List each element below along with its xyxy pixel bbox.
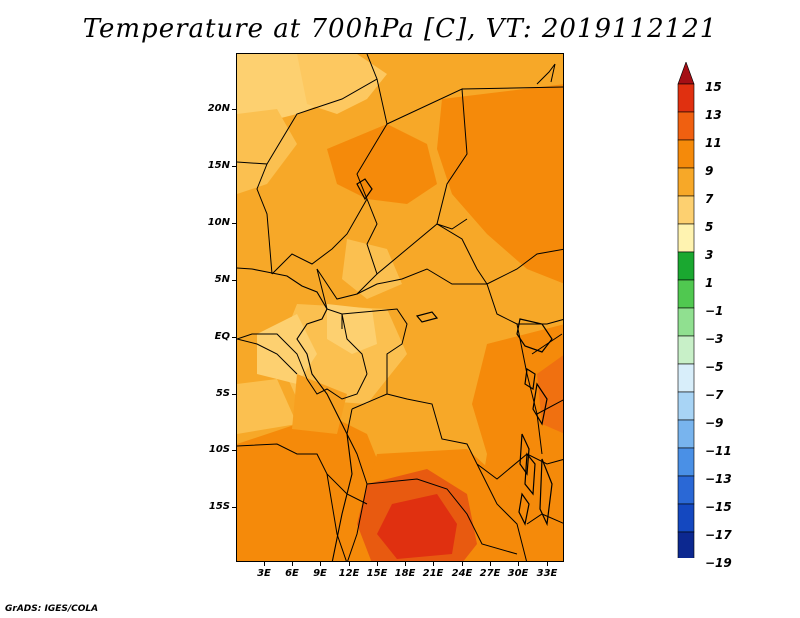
colorbar-label: −3: [705, 332, 724, 346]
colorbar-label: −13: [705, 472, 732, 486]
lat-label-15s: 15S: [208, 501, 230, 512]
field-chad-warm: [327, 124, 437, 204]
colorbar-label: 5: [705, 220, 714, 234]
colorbar-label: 1: [705, 276, 714, 290]
lakes: [356, 178, 553, 527]
country-borders: [237, 54, 563, 561]
colorbar-cell: [677, 391, 695, 421]
colorbar-label: −7: [705, 388, 724, 402]
field-hot-core: [377, 494, 457, 559]
field-angola-coast-cool: [237, 379, 297, 434]
colorbar-cell: [677, 167, 695, 197]
colorbar-cell: [677, 531, 695, 558]
lat-label-5n: 5N: [214, 274, 230, 285]
field-sudan-warm: [437, 84, 563, 284]
lat-tick: [232, 450, 236, 451]
lon-tick: [349, 562, 350, 566]
lon-label-18e: 18E: [394, 568, 416, 579]
lon-label-21e: 21E: [422, 568, 444, 579]
lon-tick: [292, 562, 293, 566]
colorbar-label: −1: [705, 304, 724, 318]
colorbar-label: −11: [705, 444, 732, 458]
lon-tick: [547, 562, 548, 566]
temperature-map: [236, 53, 564, 562]
lat-label-10s: 10S: [208, 444, 230, 455]
lon-label-9e: 9E: [313, 568, 327, 579]
colorbar-cell: [677, 335, 695, 365]
lat-label-eq: EQ: [214, 331, 230, 342]
lon-tick: [320, 562, 321, 566]
field-car-cool: [342, 239, 402, 299]
lon-tick: [462, 562, 463, 566]
lat-tick: [232, 507, 236, 508]
credit-text: GrADS: IGES/COLA: [5, 604, 99, 614]
colorbar-cell: [677, 279, 695, 309]
colorbar-label: 7: [705, 192, 714, 206]
lon-label-15e: 15E: [366, 568, 388, 579]
lat-label-15n: 15N: [207, 160, 230, 171]
lon-label-24e: 24E: [451, 568, 473, 579]
lon-label-12e: 12E: [338, 568, 360, 579]
colorbar-cell: [677, 475, 695, 505]
field-congo-cool: [327, 304, 377, 354]
lat-tick: [232, 394, 236, 395]
lat-tick: [232, 223, 236, 224]
lon-label-3e: 3E: [257, 568, 271, 579]
field-drc-west: [292, 374, 347, 434]
colorbar-label: −5: [705, 360, 724, 374]
lon-tick: [433, 562, 434, 566]
colorbar-cells: [677, 62, 695, 558]
lat-tick: [232, 109, 236, 110]
colorbar-cell: [677, 307, 695, 337]
lat-label-20n: 20N: [207, 103, 230, 114]
colorbar-cell: [677, 419, 695, 449]
lon-tick: [405, 562, 406, 566]
colorbar-cell: [677, 83, 695, 113]
colorbar-label: −15: [705, 500, 732, 514]
colorbar-label: 11: [705, 136, 722, 150]
colorbar-cell: [677, 251, 695, 281]
colorbar-top-arrow: [677, 62, 695, 85]
lat-label-5s: 5S: [215, 388, 230, 399]
chart-title: Temperature at 700hPa [C], VT: 201911212…: [82, 14, 718, 44]
colorbar-cell: [677, 503, 695, 533]
colorbar-cell: [677, 447, 695, 477]
colorbar-cell: [677, 363, 695, 393]
colorbar-label: 13: [705, 108, 722, 122]
colorbar-cell: [677, 223, 695, 253]
lon-tick: [264, 562, 265, 566]
field-north-cool-2: [297, 54, 387, 114]
lon-label-27e: 27E: [479, 568, 501, 579]
lon-tick: [518, 562, 519, 566]
colorbar-label: −17: [705, 528, 732, 542]
lon-tick: [377, 562, 378, 566]
lon-label-30e: 30E: [507, 568, 529, 579]
colorbar-label: −19: [705, 556, 732, 570]
coastline-west: [237, 267, 353, 561]
lat-tick: [232, 166, 236, 167]
lat-tick: [232, 337, 236, 338]
map-canvas: [237, 54, 563, 561]
colorbar-label: −9: [705, 416, 724, 430]
lon-label-33e: 33E: [536, 568, 558, 579]
red-sea: [536, 63, 556, 85]
lat-label-10n: 10N: [207, 217, 230, 228]
colorbar-cell: [677, 111, 695, 141]
lon-tick: [490, 562, 491, 566]
lat-tick: [232, 280, 236, 281]
colorbar: [677, 62, 695, 558]
colorbar-cell: [677, 139, 695, 169]
colorbar-label: 9: [705, 164, 714, 178]
colorbar-label: 15: [705, 80, 722, 94]
colorbar-cell: [677, 195, 695, 225]
lon-label-6e: 6E: [285, 568, 299, 579]
field-west-cool: [237, 109, 297, 194]
colorbar-label: 3: [705, 248, 714, 262]
